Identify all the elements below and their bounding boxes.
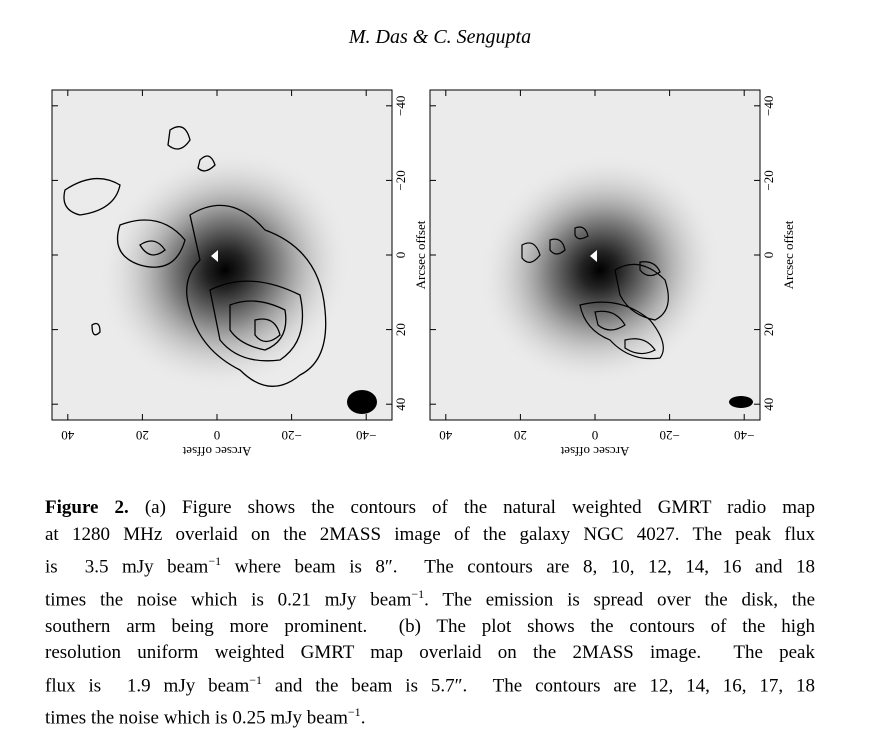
caption-line: at 1280 MHz overlaid on the 2MASS image … bbox=[45, 522, 815, 549]
y-tick-label: 40 bbox=[761, 398, 776, 411]
x-tick-label: 0 bbox=[214, 428, 221, 443]
x-tick-label: 20 bbox=[514, 428, 527, 443]
superscript: −1 bbox=[249, 672, 263, 687]
x-tick-label: −20 bbox=[281, 428, 301, 443]
running-header: M. Das & C. Sengupta bbox=[348, 26, 532, 48]
caption-line: resolution uniform weighted GMRT map ove… bbox=[45, 640, 815, 667]
caption-text: resolution uniform weighted GMRT map ove… bbox=[45, 642, 815, 664]
figure-caption: Figure 2. (a) Figure shows the contours … bbox=[45, 495, 815, 732]
y-tick-label: 40 bbox=[393, 398, 408, 411]
x-tick-label: 40 bbox=[61, 428, 74, 443]
caption-line: southern arm being more prominent. (b) T… bbox=[45, 614, 815, 641]
caption-line: is 3.5 mJy beam−1 where beam is 8″. The … bbox=[45, 548, 815, 581]
y-tick-label: −20 bbox=[393, 170, 408, 190]
caption-text: southern arm being more prominent. (b) T… bbox=[45, 615, 815, 637]
caption-label: Figure 2. bbox=[45, 497, 129, 518]
y-axis-label: Arcsec offset bbox=[781, 220, 796, 289]
x-tick-label: 40 bbox=[439, 428, 452, 443]
x-tick-label: −20 bbox=[659, 428, 679, 443]
caption-line: Figure 2. (a) Figure shows the contours … bbox=[45, 495, 815, 522]
x-tick-label: 20 bbox=[136, 428, 149, 443]
y-tick-label: 20 bbox=[761, 323, 776, 336]
caption-text: . bbox=[360, 707, 366, 729]
y-tick-label: −40 bbox=[393, 96, 408, 116]
x-tick-label: 0 bbox=[592, 428, 599, 443]
y-tick-label: −20 bbox=[761, 170, 776, 190]
caption-line: times the noise which is 0.21 mJy beam−1… bbox=[45, 581, 815, 614]
caption-text: flux is 1.9 mJy beam bbox=[45, 674, 250, 696]
caption-text: where beam is 8″. The contours are 8, 10… bbox=[221, 556, 815, 578]
caption-text: and the beam is 5.7″. The contours are 1… bbox=[262, 674, 815, 696]
x-axis-label: Arcsec offset bbox=[182, 444, 251, 459]
x-tick-label: −40 bbox=[356, 428, 376, 443]
superscript: −1 bbox=[347, 705, 361, 720]
caption-text: times the noise which is 0.21 mJy beam bbox=[45, 589, 412, 611]
x-tick-label: −40 bbox=[734, 428, 754, 443]
caption-line: times the noise which is 0.25 mJy beam−1… bbox=[45, 699, 815, 732]
superscript: −1 bbox=[208, 554, 222, 568]
panel-b bbox=[429, 89, 761, 421]
caption-text: is 3.5 mJy beam bbox=[45, 556, 209, 578]
superscript: −1 bbox=[411, 586, 425, 601]
y-tick-label: −40 bbox=[761, 96, 776, 116]
x-axis-label: Arcsec offset bbox=[560, 444, 629, 459]
panel-a bbox=[51, 89, 393, 421]
caption-line: flux is 1.9 mJy beam−1 and the beam is 5… bbox=[45, 667, 815, 700]
y-tick-label: 0 bbox=[393, 252, 408, 259]
y-tick-label: 20 bbox=[393, 323, 408, 336]
caption-text: (a) Figure shows the contours of the nat… bbox=[128, 497, 815, 518]
caption-text: times the noise which is 0.25 mJy beam bbox=[45, 707, 348, 729]
caption-text: at 1280 MHz overlaid on the 2MASS image … bbox=[45, 523, 815, 545]
y-tick-label: 0 bbox=[761, 252, 776, 259]
caption-text: . The emission is spread over the disk, … bbox=[424, 589, 815, 611]
y-axis-label: Arcsec offset bbox=[413, 220, 428, 289]
figure: 40 20 0 −20 −40 −40 −20 0 20 40 Arcsec offset Arcse… bbox=[51, 89, 796, 459]
